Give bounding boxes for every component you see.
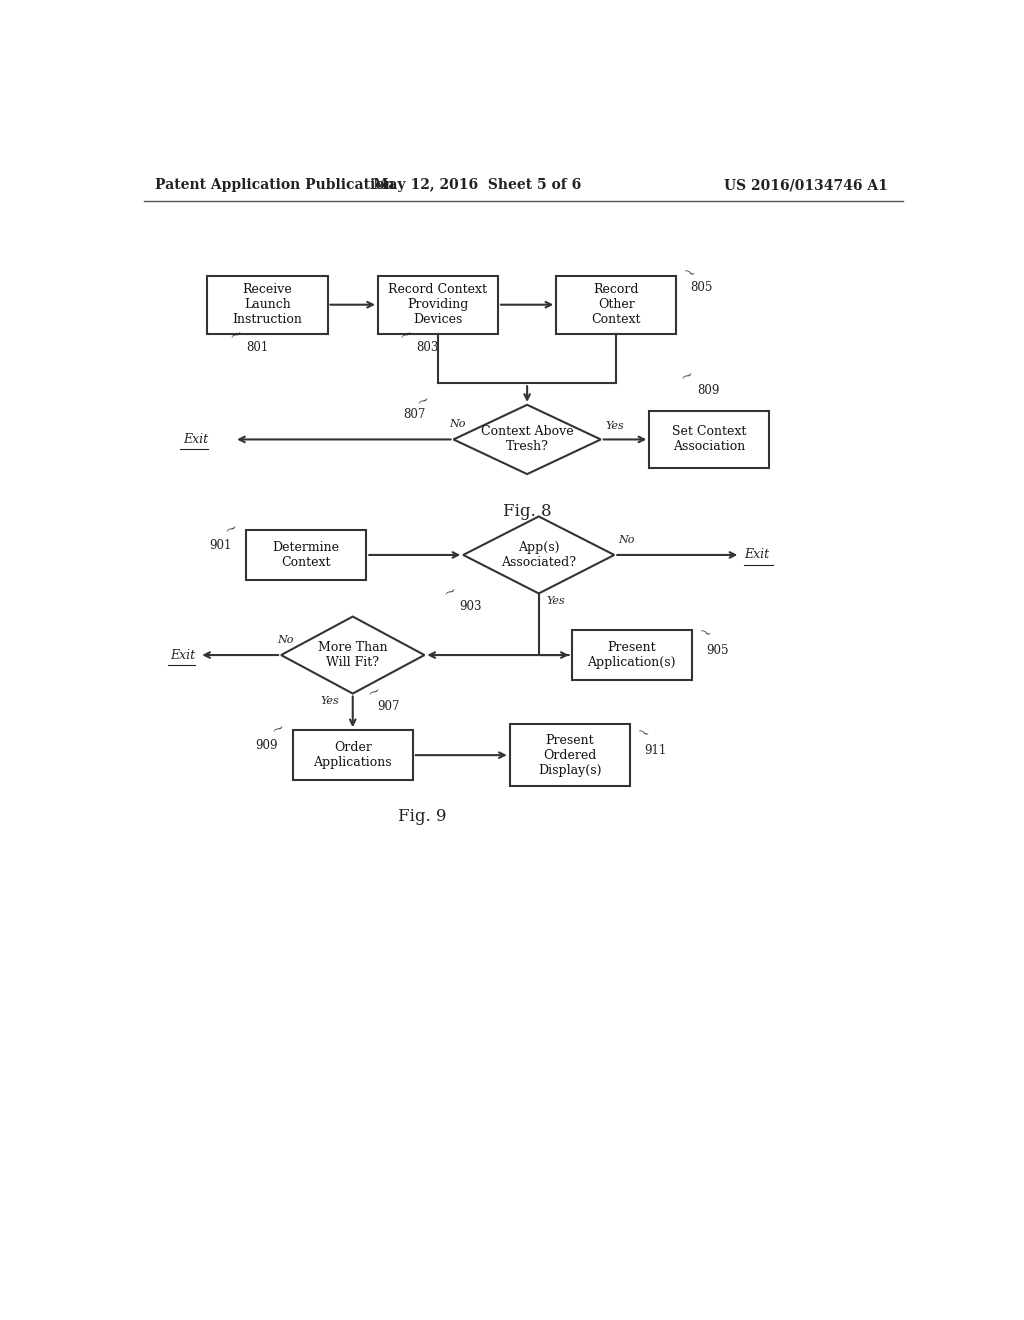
Text: 911: 911 <box>644 743 666 756</box>
Text: 909: 909 <box>255 739 278 752</box>
Text: No: No <box>278 635 294 644</box>
Text: ~: ~ <box>227 326 245 345</box>
FancyBboxPatch shape <box>208 276 328 334</box>
Text: No: No <box>618 535 635 545</box>
FancyBboxPatch shape <box>378 276 498 334</box>
Text: Exit: Exit <box>182 433 208 446</box>
Polygon shape <box>281 616 424 693</box>
Text: Order
Applications: Order Applications <box>313 741 392 770</box>
Text: Fig. 9: Fig. 9 <box>398 808 446 825</box>
Text: ~: ~ <box>679 265 697 282</box>
Text: May 12, 2016  Sheet 5 of 6: May 12, 2016 Sheet 5 of 6 <box>373 178 581 193</box>
Text: Exit: Exit <box>170 648 196 661</box>
Text: Record
Other
Context: Record Other Context <box>592 284 641 326</box>
Text: ~: ~ <box>269 719 287 738</box>
Text: Set Context
Association: Set Context Association <box>672 425 746 454</box>
FancyBboxPatch shape <box>556 276 676 334</box>
Polygon shape <box>463 516 614 594</box>
Text: 805: 805 <box>690 281 713 294</box>
Text: ~: ~ <box>223 520 241 539</box>
Text: Fig. 8: Fig. 8 <box>503 503 552 520</box>
Text: Record Context
Providing
Devices: Record Context Providing Devices <box>388 284 487 326</box>
Text: ~: ~ <box>633 725 650 743</box>
Polygon shape <box>454 405 601 474</box>
Text: ~: ~ <box>695 624 713 643</box>
Text: ~: ~ <box>441 583 459 601</box>
FancyBboxPatch shape <box>510 725 630 785</box>
Text: 907: 907 <box>378 701 400 714</box>
Text: Present
Application(s): Present Application(s) <box>588 642 676 669</box>
FancyBboxPatch shape <box>246 529 367 579</box>
Text: 803: 803 <box>417 341 438 354</box>
Text: 905: 905 <box>706 644 728 656</box>
Text: No: No <box>449 420 465 429</box>
Text: Patent Application Publication: Patent Application Publication <box>155 178 394 193</box>
Text: Present
Ordered
Display(s): Present Ordered Display(s) <box>538 734 601 776</box>
Text: 807: 807 <box>403 408 426 421</box>
Text: US 2016/0134746 A1: US 2016/0134746 A1 <box>724 178 888 193</box>
Text: App(s)
Associated?: App(s) Associated? <box>502 541 577 569</box>
Text: ~: ~ <box>397 326 415 345</box>
Text: ~: ~ <box>366 682 383 701</box>
Text: Yes: Yes <box>605 421 625 430</box>
Text: Yes: Yes <box>547 597 565 606</box>
FancyBboxPatch shape <box>649 411 769 469</box>
Text: Exit: Exit <box>744 548 769 561</box>
Text: 903: 903 <box>460 601 482 614</box>
Text: Receive
Launch
Instruction: Receive Launch Instruction <box>232 284 302 326</box>
Text: Context Above
Tresh?: Context Above Tresh? <box>481 425 573 454</box>
FancyBboxPatch shape <box>571 630 692 680</box>
Text: Determine
Context: Determine Context <box>272 541 340 569</box>
Text: ~: ~ <box>415 392 432 411</box>
FancyBboxPatch shape <box>293 730 413 780</box>
Text: 801: 801 <box>246 341 268 354</box>
Text: Yes: Yes <box>321 697 339 706</box>
Text: 901: 901 <box>209 539 231 552</box>
Text: ~: ~ <box>678 368 695 385</box>
Text: More Than
Will Fit?: More Than Will Fit? <box>317 642 387 669</box>
Text: 809: 809 <box>697 384 720 396</box>
